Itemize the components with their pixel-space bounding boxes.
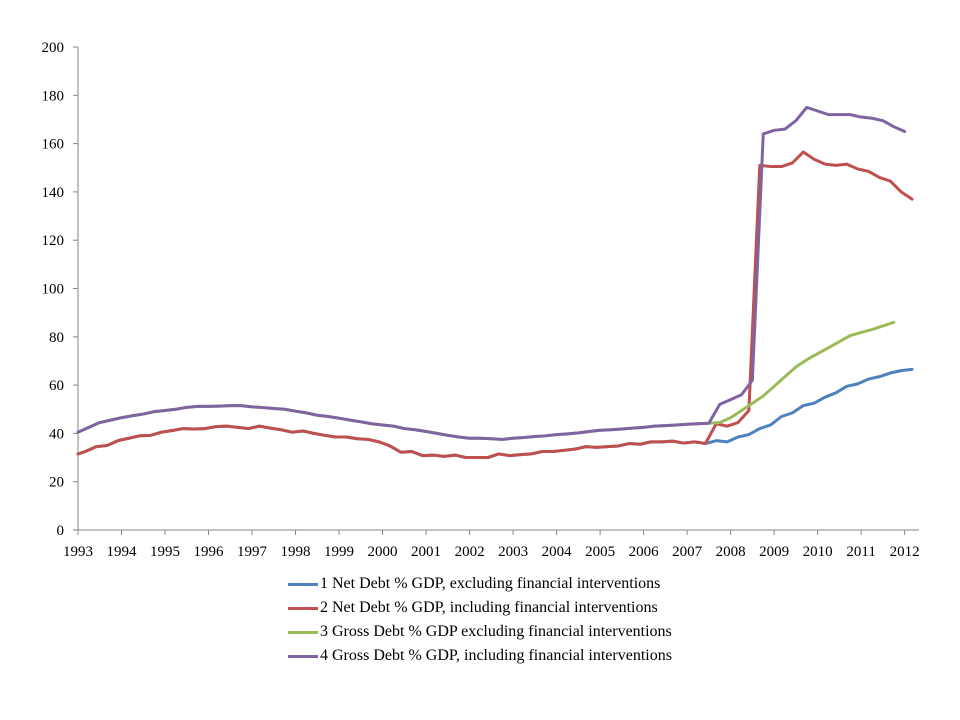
x-tick-label: 2005	[585, 544, 615, 560]
x-tick-label: 1995	[150, 544, 180, 560]
x-tick-label: 2004	[542, 544, 573, 560]
y-axis: 0 20 40 60 80 100 120 140 160 180 200	[42, 40, 79, 539]
x-tick-label: 1997	[237, 544, 268, 560]
x-tick-label: 2010	[803, 544, 833, 560]
y-tick-label: 80	[49, 330, 64, 346]
legend-item-1: 1 Net Debt % GDP, excluding financial in…	[288, 572, 672, 596]
x-axis: 1993 1994 1995 1996 1997 1998 1999 2000 2001 2002…	[63, 529, 920, 560]
x-tick-label: 1996	[194, 544, 225, 560]
x-tick-label: 2008	[716, 544, 746, 560]
y-tick-label: 180	[42, 88, 65, 104]
y-tick-label: 40	[49, 426, 64, 442]
series-line-4	[76, 105, 907, 441]
x-tick-label: 2012	[890, 544, 920, 560]
y-tick-label: 100	[42, 282, 65, 298]
legend-swatch	[288, 606, 318, 610]
legend-label: 4 Gross Debt % GDP, including financial …	[320, 647, 672, 664]
x-tick-label: 1994	[107, 544, 138, 560]
x-tick-label: 2009	[759, 544, 789, 560]
series-line-1	[76, 367, 914, 460]
legend-label: 3 Gross Debt % GDP excluding financial i…	[320, 623, 672, 640]
series-line-3	[76, 320, 896, 441]
legend-item-2: 2 Net Debt % GDP, including financial in…	[288, 596, 672, 620]
x-tick-label: 1999	[324, 544, 354, 560]
line-chart: 0 20 40 60 80 100 120 140 160 180 200 1993 1994 1995…	[42, 40, 920, 560]
y-tick-label: 200	[42, 40, 65, 56]
legend-label: 1 Net Debt % GDP, excluding financial in…	[320, 575, 661, 592]
y-tick-label: 20	[49, 475, 64, 491]
series-line-2	[76, 150, 914, 460]
y-tick-label: 160	[42, 137, 65, 153]
x-tick-label: 2000	[368, 544, 398, 560]
legend-swatch	[288, 630, 318, 634]
legend-swatch	[288, 582, 318, 586]
y-tick-label: 60	[49, 378, 64, 394]
x-tick-label: 2006	[629, 544, 660, 560]
x-tick-label: 2002	[455, 544, 485, 560]
legend-item-4: 4 Gross Debt % GDP, including financial …	[288, 644, 672, 668]
legend: 1 Net Debt % GDP, excluding financial in…	[288, 572, 672, 668]
x-tick-label: 2007	[672, 544, 703, 560]
x-tick-label: 2003	[498, 544, 528, 560]
x-tick-label: 2001	[411, 544, 441, 560]
y-tick-label: 120	[42, 233, 65, 249]
x-tick-label: 2011	[846, 544, 875, 560]
legend-swatch	[288, 654, 318, 658]
y-tick-label: 0	[57, 523, 65, 539]
plot-lines	[76, 105, 914, 460]
legend-item-3: 3 Gross Debt % GDP excluding financial i…	[288, 620, 672, 644]
x-tick-label: 1998	[281, 544, 311, 560]
x-tick-label: 1993	[63, 544, 93, 560]
legend-label: 2 Net Debt % GDP, including financial in…	[320, 599, 658, 616]
y-tick-label: 140	[42, 185, 65, 201]
